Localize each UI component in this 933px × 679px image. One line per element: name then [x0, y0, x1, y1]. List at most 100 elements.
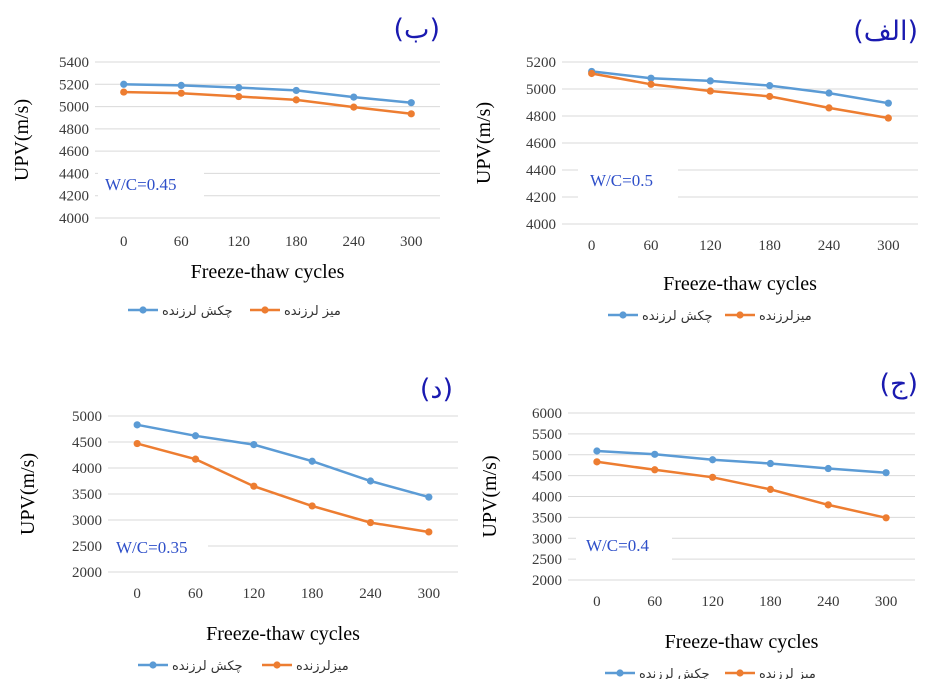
y-tick-label: 4000: [59, 211, 89, 227]
x-tick-label: 180: [285, 234, 308, 250]
data-point: [308, 457, 316, 465]
y-tick-label: 5400: [59, 55, 89, 71]
legend-marker-1: [736, 669, 744, 677]
y-tick-label: 4600: [59, 144, 89, 160]
x-tick-label: 180: [758, 238, 781, 254]
legend-marker-0: [139, 306, 147, 314]
data-point: [882, 469, 890, 477]
series-line-1: [123, 90, 412, 116]
y-tick-label: 3000: [72, 513, 102, 529]
panel-label: (الف): [853, 16, 918, 47]
x-tick-label: 300: [877, 238, 900, 254]
data-point: [250, 482, 258, 490]
data-point: [593, 447, 601, 455]
data-point: [425, 528, 433, 536]
series-line-0: [596, 449, 887, 474]
data-point: [177, 81, 185, 89]
data-point: [133, 439, 141, 448]
annotation-bg: [576, 532, 672, 562]
y-axis-title: UPV(m/s): [479, 455, 501, 537]
y-axis-title: UPV(m/s): [473, 102, 495, 184]
legend-label-1: میز لرزنده: [759, 667, 816, 679]
data-point: [766, 82, 774, 90]
legend-marker-1: [273, 661, 281, 669]
legend-label-1: میزلرزنده: [759, 309, 812, 324]
y-tick-label: 5500: [532, 427, 562, 443]
x-tick-label: 60: [174, 234, 189, 250]
data-point: [292, 96, 300, 104]
panel-label: (ب): [393, 14, 440, 45]
y-axis-title: UPV(m/s): [17, 453, 39, 535]
data-point: [825, 89, 833, 97]
legend-label-1: میز لرزنده: [284, 304, 341, 319]
x-tick-label: 0: [133, 586, 141, 602]
x-tick-label: 0: [588, 238, 596, 254]
data-point: [292, 86, 300, 95]
y-axis-title: UPV(m/s): [11, 99, 33, 181]
x-tick-label: 300: [418, 586, 441, 602]
data-point: [191, 432, 200, 440]
y-tick-label: 4500: [72, 435, 102, 451]
y-tick-label: 4200: [526, 190, 556, 206]
panel-label: (ج): [879, 369, 918, 400]
data-point: [177, 89, 185, 97]
y-tick-label: 5000: [72, 409, 102, 425]
y-tick-label: 3500: [532, 510, 562, 526]
y-tick-label: 2500: [72, 539, 102, 555]
y-tick-label: 4400: [59, 166, 89, 182]
legend-label-1: میزلرزنده: [296, 659, 349, 674]
y-tick-label: 4000: [532, 490, 562, 506]
x-tick-label: 60: [647, 594, 662, 610]
y-tick-label: 5200: [526, 55, 556, 71]
y-tick-label: 4800: [59, 122, 89, 138]
x-tick-label: 120: [228, 234, 251, 250]
y-tick-label: 4600: [526, 136, 556, 152]
panel-label: (د): [420, 374, 453, 405]
legend-label-0: چکش لرزنده: [162, 304, 233, 319]
y-tick-label: 4000: [72, 461, 102, 477]
data-point: [706, 77, 714, 85]
series-line-0: [136, 423, 430, 499]
chart-panel-2: 2000 2500 3000 3500 4000 4500 5000 0 60 120 180 240…: [17, 374, 458, 674]
series-line-1: [596, 460, 887, 520]
y-tick-label: 5000: [526, 82, 556, 98]
legend-label-0: چکش لرزنده: [642, 309, 713, 324]
x-tick-label: 240: [818, 238, 841, 254]
y-tick-label: 4500: [532, 469, 562, 485]
data-point: [884, 99, 892, 107]
data-point: [708, 456, 717, 464]
x-tick-label: 240: [817, 594, 840, 610]
data-point: [706, 87, 714, 95]
legend-label-0: چکش لرزنده: [639, 667, 710, 679]
data-point: [120, 88, 128, 96]
x-tick-label: 120: [243, 586, 266, 602]
legend-marker-0: [149, 661, 157, 669]
data-point: [824, 464, 832, 473]
x-tick-label: 0: [120, 234, 128, 250]
chart-panel-0: 4000 4200 4400 4600 4800 5000 5200 5400 0 60 120 18…: [11, 14, 440, 319]
y-tick-label: 6000: [532, 406, 562, 422]
data-point: [647, 74, 655, 82]
data-point: [882, 514, 890, 522]
data-point: [308, 502, 316, 510]
y-tick-label: 3500: [72, 487, 102, 503]
data-point: [235, 84, 243, 92]
chart-panel-3: 2000 2500 3000 3500 4000 4500 5000 5500 6000 0 60 1…: [479, 369, 918, 679]
data-point: [824, 501, 832, 509]
y-tick-label: 2000: [532, 573, 562, 589]
wc-annotation: W/C=0.45: [105, 175, 176, 194]
y-tick-label: 4800: [526, 109, 556, 125]
annotation-bg: [98, 170, 204, 202]
data-point: [350, 93, 358, 101]
x-tick-label: 180: [759, 594, 782, 610]
data-point: [350, 103, 358, 111]
series-line-1: [136, 442, 429, 534]
chart-panel-1: 4000 4200 4400 4600 4800 5000 5200 0 60 120 180 240…: [473, 16, 918, 324]
x-tick-label: 60: [644, 238, 659, 254]
series-line-0: [123, 83, 412, 104]
y-tick-label: 3000: [532, 531, 562, 547]
legend-marker-1: [261, 306, 269, 314]
data-point: [708, 473, 717, 481]
